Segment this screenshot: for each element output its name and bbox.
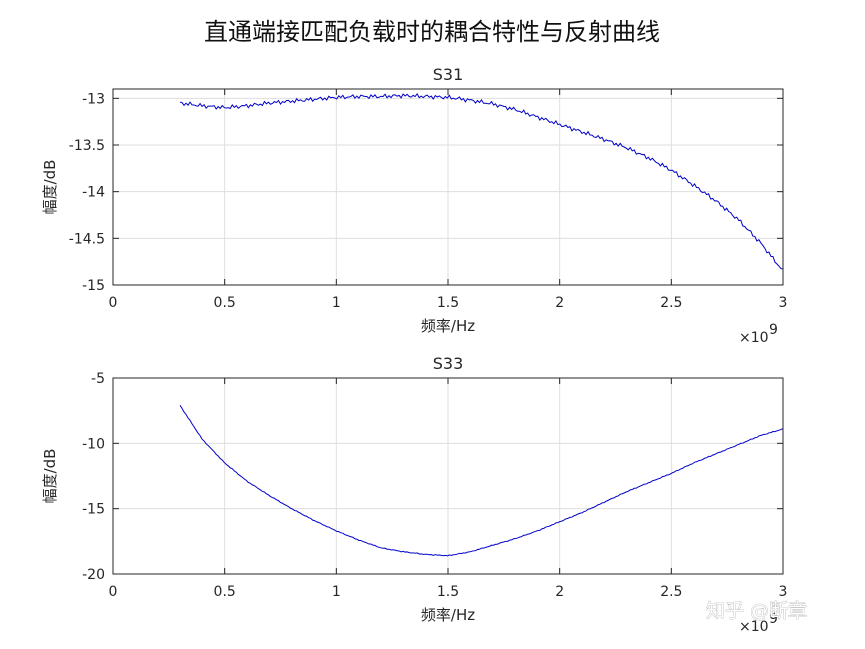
- s31-x-tick-label-5: 2.5: [660, 295, 682, 311]
- plot-s33: 0 0.5 1 1.5 2 2.5 3 -5 -10 -15 -20 S33 频率/Hz 幅度/dB ×10…: [41, 354, 787, 635]
- s31-series-line-0: [179, 92, 784, 270]
- s31-x-tick-label-0: 0: [109, 295, 118, 311]
- s31-x-tick-label-6: 3: [779, 295, 788, 311]
- s33-y-tick-label-3: -20: [82, 567, 105, 583]
- s33-x-tick-label-6: 3: [779, 584, 788, 600]
- s31-x-tick-label-2: 1: [332, 295, 341, 311]
- s33-x-axis-label: 频率/Hz: [421, 606, 475, 624]
- s33-x-tick-label-2: 1: [332, 584, 341, 600]
- s31-y-tick-label-1: -13.5: [69, 138, 105, 154]
- s33-x-exponent-power: 9: [769, 611, 778, 627]
- s31-y-axis-label: 幅度/dB: [41, 160, 59, 215]
- s31-x-axis-label: 频率/Hz: [421, 317, 475, 335]
- s31-y-tick-label-3: -14.5: [69, 231, 105, 247]
- s33-series-line-0: [179, 404, 784, 557]
- figure-title: 直通端接匹配负载时的耦合特性与反射曲线: [204, 18, 660, 46]
- s31-y-tick-label-2: -14: [82, 185, 105, 201]
- s33-title: S33: [433, 354, 464, 373]
- s31-x-exponent-base: ×10: [739, 330, 769, 346]
- s33-y-axis-label: 幅度/dB: [41, 449, 59, 504]
- s33-x-tick-label-5: 2.5: [660, 584, 682, 600]
- s33-x-tick-label-0: 0: [109, 584, 118, 600]
- s31-y-tick-label-0: -13: [82, 91, 105, 107]
- s33-x-tick-label-1: 0.5: [214, 584, 236, 600]
- s31-y-tick-label-4: -15: [82, 278, 105, 294]
- s33-x-tick-label-4: 2: [555, 584, 564, 600]
- plot-s31: 0 0.5 1 1.5 2 2.5 3 -13 -13.5 -14 -14.5 -15 S31 频率/Hz…: [41, 65, 787, 346]
- s33-y-tick-label-2: -15: [82, 502, 105, 518]
- s31-x-tick-label-3: 1.5: [437, 295, 459, 311]
- watermark-text: 知乎 @断章: [706, 600, 807, 622]
- s33-x-exponent-base: ×10: [739, 619, 769, 635]
- s31-title: S31: [433, 65, 464, 84]
- s33-y-tick-label-1: -10: [82, 436, 105, 452]
- s31-x-exponent-power: 9: [769, 322, 778, 338]
- s33-y-tick-label-0: -5: [91, 371, 105, 387]
- s31-x-tick-label-4: 2: [555, 295, 564, 311]
- s31-x-tick-label-1: 0.5: [214, 295, 236, 311]
- s33-x-tick-label-3: 1.5: [437, 584, 459, 600]
